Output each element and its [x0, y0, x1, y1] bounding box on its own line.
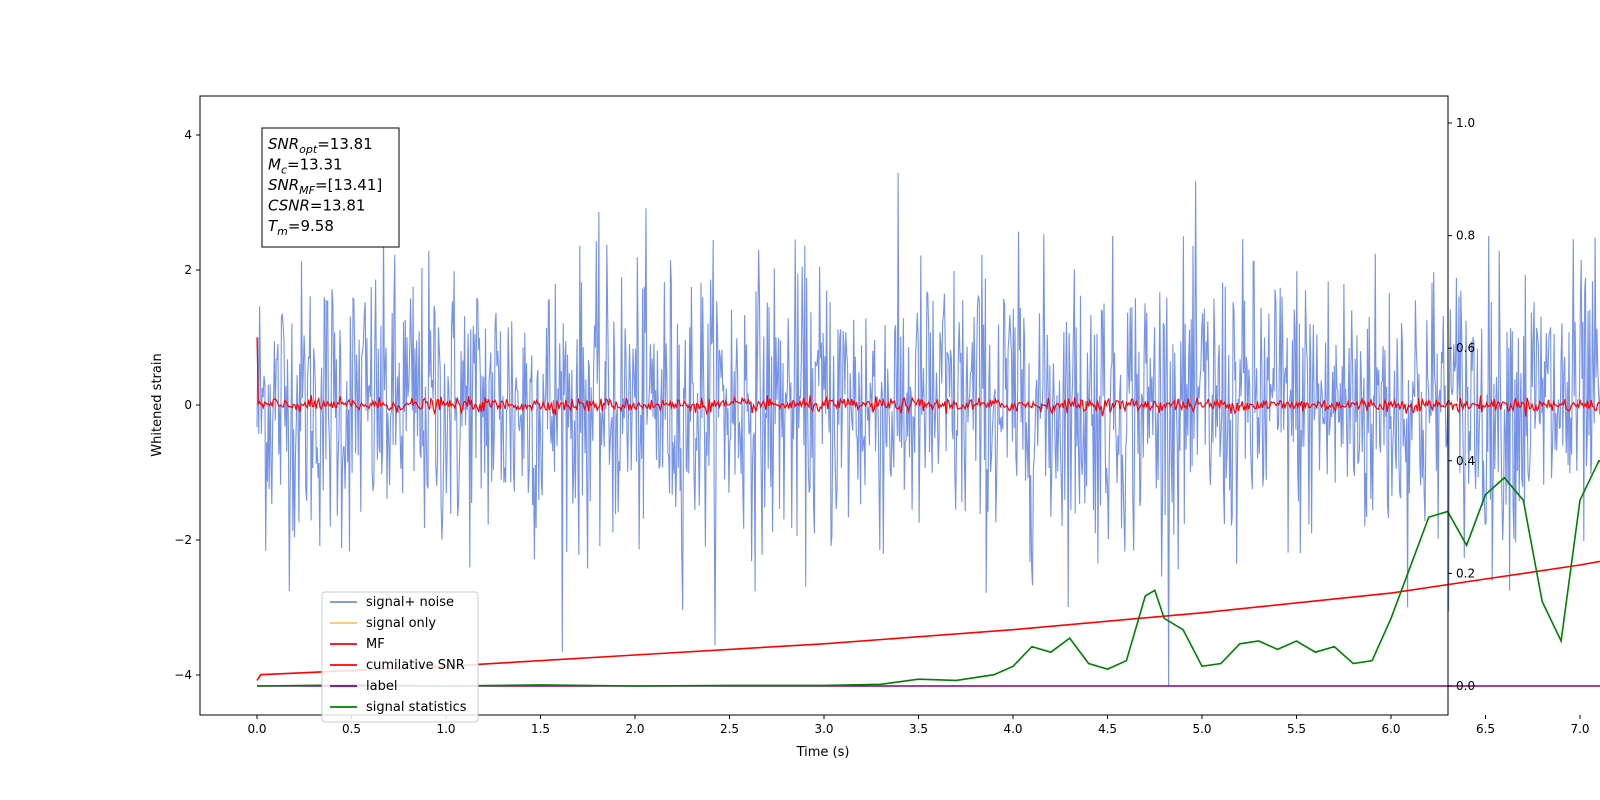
info-box-frame — [261, 127, 400, 248]
info-box-symbol: SNR — [268, 176, 299, 194]
info-box-symbol: T — [268, 217, 279, 235]
series-cumilative-snr — [256, 560, 1600, 681]
x-axis-label: Time (s) — [796, 745, 850, 760]
mf-layer — [256, 337, 1600, 417]
series-signal-noise — [256, 172, 1600, 686]
x-tick-label: 4.0 — [1003, 722, 1022, 736]
y-right-tick-label: 0.2 — [1456, 566, 1475, 580]
x-tick-label: 6.5 — [1476, 722, 1495, 736]
info-box-symbol: CSNR — [268, 197, 310, 215]
series-signal-statistics — [256, 459, 1600, 687]
info-box-row: CSNR=13.81 — [268, 197, 365, 215]
y-left-tick-label: 2 — [184, 263, 192, 277]
info-box-subscript: m — [277, 225, 288, 238]
x-tick-label: 4.5 — [1098, 722, 1117, 736]
legend-entry: signal+ noise — [366, 595, 454, 610]
y-left-tick-label: −2 — [174, 533, 192, 547]
info-box-value: =13.81 — [310, 197, 366, 215]
x-tick-label: 3.5 — [909, 722, 928, 736]
series-mf — [256, 337, 1600, 417]
x-tick-label: 5.5 — [1287, 722, 1306, 736]
info-box-value: =[13.41] — [315, 176, 382, 194]
x-tick-label: 0.5 — [342, 722, 361, 736]
y-right-tick-label: 0.4 — [1456, 454, 1475, 468]
y-right-tick-label: 0.6 — [1456, 341, 1475, 355]
y-right-tick-label: 0.0 — [1456, 679, 1475, 693]
y-axis-label: Whitened strain — [150, 353, 165, 456]
x-tick-label: 2.5 — [720, 722, 739, 736]
info-box-subscript: c — [281, 164, 287, 177]
legend-frame — [321, 591, 479, 723]
legend-entry: MF — [366, 637, 385, 652]
info-box-subscript: MF — [299, 184, 315, 197]
info-box-subscript: opt — [299, 143, 318, 156]
info-box-symbol: SNR — [268, 135, 299, 153]
x-tick-label: 1.0 — [436, 722, 455, 736]
x-tick-label: 6.0 — [1381, 722, 1400, 736]
y-right-tick-label: 1.0 — [1456, 116, 1475, 130]
x-tick-label: 0.0 — [247, 722, 266, 736]
x-tick-label: 5.0 — [1192, 722, 1211, 736]
x-tick-label: 1.5 — [531, 722, 550, 736]
legend: signal+ noise signal only MF cumilative SNR… — [321, 591, 479, 723]
legend-entry: signal statistics — [366, 700, 467, 715]
legend-entry: cumilative SNR — [366, 658, 465, 673]
x-tick-label: 7.0 — [1570, 722, 1589, 736]
x-tick-label: 3.0 — [814, 722, 833, 736]
legend-entry: label — [366, 679, 397, 694]
signal-noise-layer — [256, 172, 1600, 686]
info-box-value: =13.81 — [317, 135, 373, 153]
legend-entry: signal only — [366, 616, 436, 631]
axes-layer: 0.0 0.5 1.0 1.5 2.0 2.5 3.0 3.5 4.0 4.5 5.0 5.5 6.0 6… — [174, 116, 1589, 736]
info-box-row: SNRMF=[13.41] — [268, 176, 382, 197]
x-tick-label: 2.0 — [625, 722, 644, 736]
info-box-value: =13.31 — [287, 156, 343, 174]
y-right-tick-label: 0.8 — [1456, 229, 1475, 243]
info-box-row: Tm=9.58 — [268, 217, 334, 238]
y-left-tick-label: 0 — [184, 398, 192, 412]
info-box-symbol: M — [268, 156, 281, 174]
y-left-tick-label: 4 — [184, 128, 192, 142]
right-axis-series-layer — [256, 459, 1600, 687]
info-box: SNRopt=13.81Mc=13.31SNRMF=[13.41]CSNR=13… — [261, 127, 400, 248]
info-box-row: Mc=13.31 — [268, 156, 343, 177]
info-box-value: =9.58 — [288, 217, 334, 235]
info-box-row: SNRopt=13.81 — [268, 135, 373, 156]
y-left-tick-label: −4 — [174, 668, 192, 682]
